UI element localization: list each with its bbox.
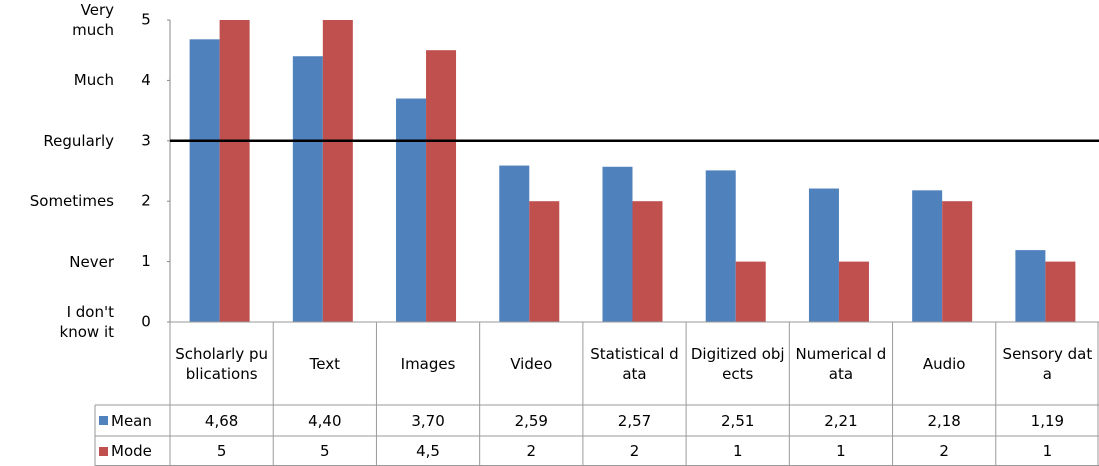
table-value: 2 [893,436,996,466]
y-tick-name: Very much [0,0,118,42]
category-label-text: Statistical data [590,344,679,383]
bar [705,170,736,322]
legend-label: Mode [111,442,152,460]
y-tick-label: 3 [141,131,151,149]
bar [912,190,943,322]
category-label: Digitized objects [686,326,789,401]
bar [529,201,560,322]
legend-entry: Mean [95,405,170,436]
y-tick-label: 0 [141,313,151,331]
y-tick-label: 4 [141,71,151,89]
bar [632,201,663,322]
table-value-text: 4,40 [308,411,342,430]
category-label-text: Audio [922,354,966,373]
y-tick-name: Never [0,240,118,284]
table-value: 3,70 [376,405,479,436]
table-value: 5 [273,436,376,466]
category-label: Text [273,326,376,401]
table-value: 2,59 [480,405,583,436]
bar [1015,250,1046,322]
table-value: 1 [789,436,892,466]
legend-key [99,416,108,425]
bar [189,39,220,322]
bar [499,165,530,322]
y-tick-name: I don't know it [0,300,118,344]
table-value: 4,40 [273,405,376,436]
y-tick-name: Regularly [0,119,118,163]
category-label-text: Digitized objects [690,344,785,383]
category-label-text: Numerical data [795,344,887,383]
legend-label: Mean [111,411,152,430]
bar [426,50,457,322]
table-value: 4,68 [170,405,273,436]
table-value-text: 1,19 [1030,411,1065,430]
category-label: Scholarly publications [170,326,273,401]
table-value-text: 2 [526,442,537,460]
bar [396,98,427,323]
table-value-text: 2 [939,442,949,460]
bar [292,56,323,323]
table-value-text: 1 [732,442,743,460]
table-value-text: 1 [836,442,846,460]
bar [942,201,973,322]
table-value: 2,57 [583,405,686,436]
table-value-text: 2,51 [721,411,755,430]
y-tick-name-text: Sometimes [29,192,114,211]
y-tick-name: Sometimes [0,179,118,223]
bar [322,20,353,322]
table-value-text: 2 [629,442,640,460]
legend-entry: Mode [95,436,170,466]
table-value: 2 [480,436,583,466]
table-value: 5 [170,436,273,466]
category-label: Images [376,326,479,401]
bar [808,188,839,322]
table-value-text: 2,21 [824,411,858,430]
category-label-text: Scholarly publications [175,344,269,383]
category-label-text: Video [510,354,553,373]
category-label: Video [480,326,583,401]
table-value: 2,51 [686,405,789,436]
table-value: 2,18 [893,405,996,436]
y-tick-name-text: Much [73,71,114,90]
bar [219,20,250,322]
category-label-text: Images [400,354,456,373]
table-value: 4,5 [376,436,479,466]
y-tick-label: 1 [141,252,151,270]
table-value-text: 5 [216,442,227,460]
table-value-text: 4,5 [416,442,440,460]
bar [602,166,633,322]
y-tick-label: 2 [141,192,151,210]
category-label: Sensory data [996,326,1099,401]
bar [838,261,869,322]
category-label: Audio [893,326,996,401]
table-value-text: 2,18 [927,411,961,430]
table-value-text: 5 [320,442,330,460]
y-tick-name-text: Regularly [43,131,114,150]
y-tick-name-text: I don't know it [59,303,114,341]
category-label: Statistical data [583,326,686,401]
table-value-text: 1 [1042,442,1053,460]
table-value: 1,19 [996,405,1099,436]
table-value: 1 [686,436,789,466]
bar [735,261,766,322]
category-label-text: Sensory data [1002,344,1093,383]
table-value: 2 [583,436,686,466]
table-value-text: 4,68 [204,411,239,430]
category-label-text: Text [309,354,340,373]
table-value-text: 2,57 [617,411,652,430]
y-tick-name-text: Never [69,252,114,271]
legend-key [99,446,108,456]
y-tick-name: Much [0,58,118,102]
table-value-text: 2,59 [514,411,548,430]
table-value-text: 3,70 [411,411,445,430]
bar [1045,261,1076,322]
table-value: 2,21 [789,405,892,436]
y-tick-label: 5 [141,11,151,29]
table-value: 1 [996,436,1099,466]
y-tick-name-text: Very much [72,1,114,39]
category-label: Numerical data [789,326,892,401]
